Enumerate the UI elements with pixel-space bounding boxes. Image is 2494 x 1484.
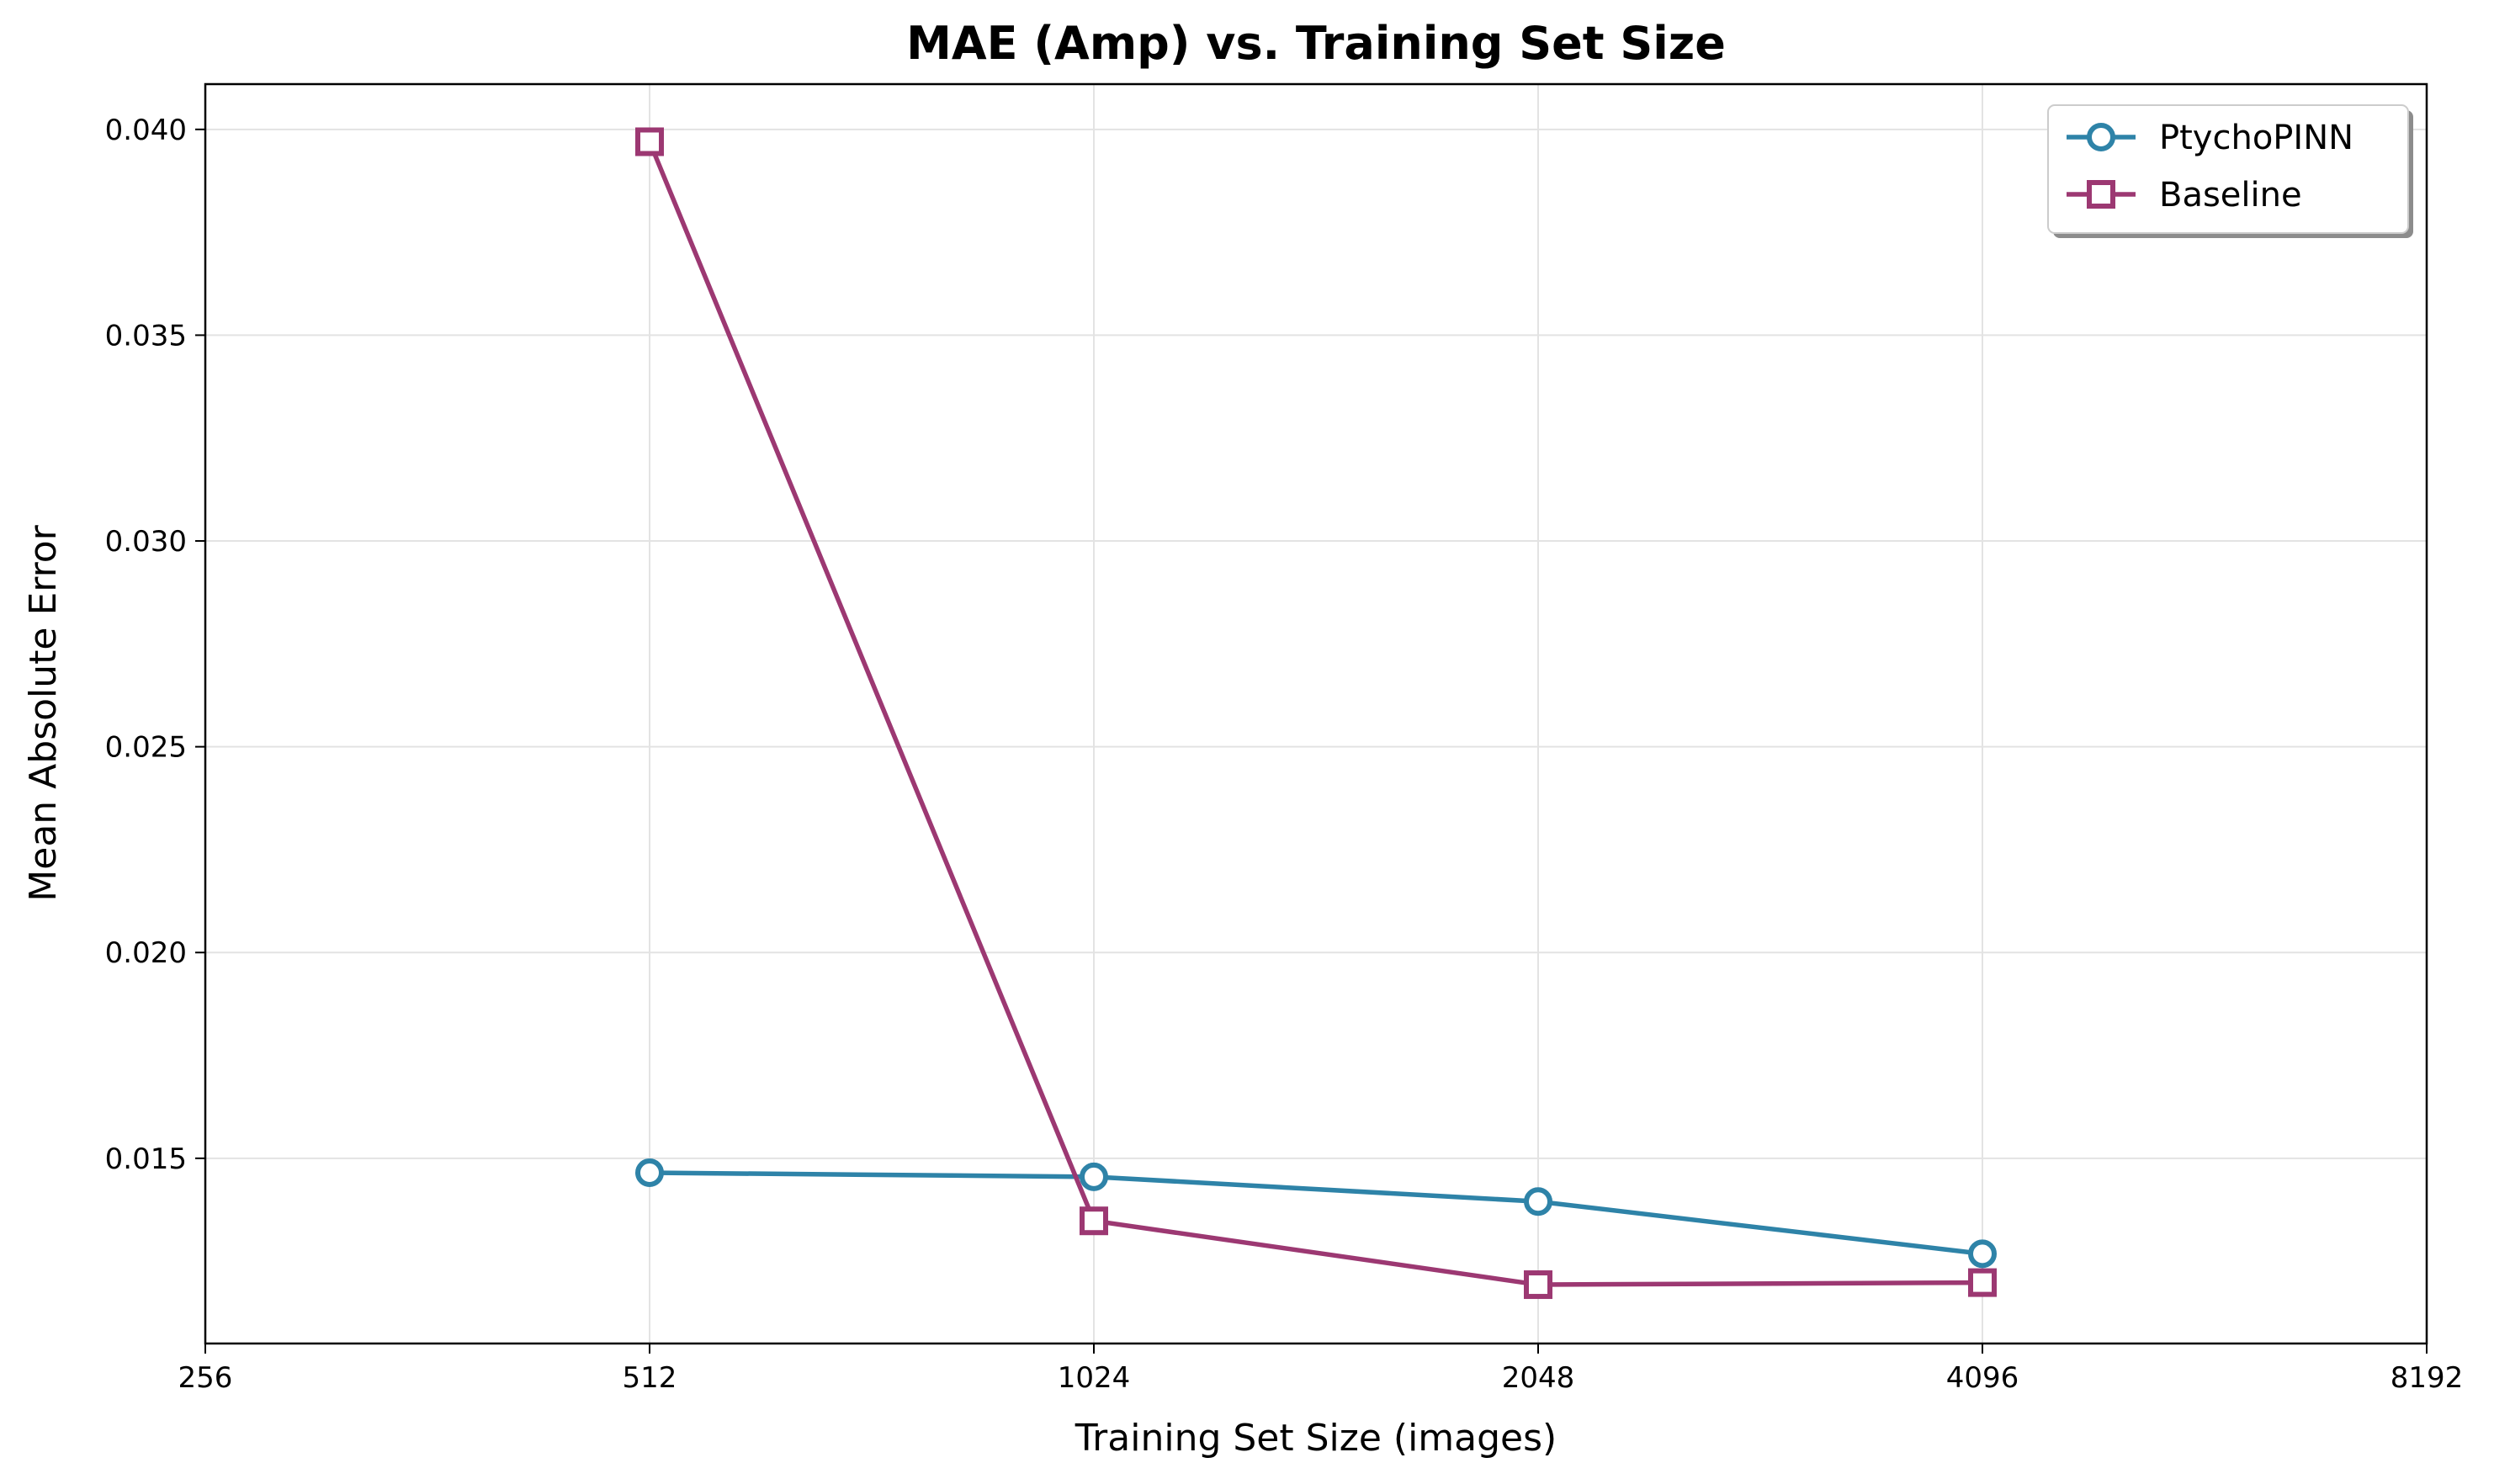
- legend-marker: [2087, 180, 2115, 209]
- x-tick-label: 4096: [1946, 1361, 2019, 1395]
- y-tick-label: 0.030: [105, 525, 187, 559]
- ptychopinn-point: [635, 1158, 664, 1187]
- y-axis-label: Mean Absolute Error: [22, 524, 65, 901]
- y-tick-label: 0.020: [105, 936, 187, 970]
- legend-label: PtychoPINN: [2159, 119, 2353, 157]
- series-baseline: [635, 127, 1997, 1300]
- legend: PtychoPINN Baseline: [2047, 104, 2413, 238]
- baseline-point: [1080, 1206, 1108, 1236]
- series-ptychopinn: [635, 1158, 1997, 1269]
- x-tick-label: 256: [178, 1361, 233, 1395]
- x-tick-label: 8192: [2391, 1361, 2464, 1395]
- x-tick-label: 512: [623, 1361, 677, 1395]
- legend-item-ptychopinn: PtychoPINN: [2067, 119, 2353, 157]
- series-layer: [635, 127, 1997, 1300]
- y-tick-label: 0.025: [105, 731, 187, 765]
- ptychopinn-line: [649, 1170, 1983, 1257]
- baseline-point: [1524, 1270, 1552, 1300]
- legend-frame: [2047, 104, 2409, 234]
- x-tick-label: 2048: [1502, 1361, 1575, 1395]
- y-tick-label: 0.040: [105, 114, 187, 147]
- plot-frame: [204, 82, 2428, 1345]
- baseline-line: [647, 140, 1983, 1287]
- legend-item-baseline: Baseline: [2067, 176, 2302, 215]
- ptychopinn-point: [1524, 1187, 1552, 1216]
- chart-title: MAE (Amp) vs. Training Set Size: [906, 17, 1726, 70]
- axis-ticks: 256 512 1024 2048 4096 8192 0.015 0.020 0.025 0.0…: [105, 114, 2464, 1395]
- y-tick-label: 0.015: [105, 1142, 187, 1176]
- ptychopinn-point: [1080, 1162, 1108, 1191]
- legend-marker: [2087, 123, 2115, 151]
- x-tick-label: 1024: [1058, 1361, 1131, 1395]
- x-axis-label: Training Set Size (images): [1075, 1417, 1557, 1460]
- legend-label: Baseline: [2159, 176, 2302, 215]
- y-tick-label: 0.035: [105, 319, 187, 352]
- baseline-point: [1968, 1268, 1997, 1297]
- ptychopinn-point: [1968, 1239, 1997, 1269]
- baseline-point: [635, 127, 664, 156]
